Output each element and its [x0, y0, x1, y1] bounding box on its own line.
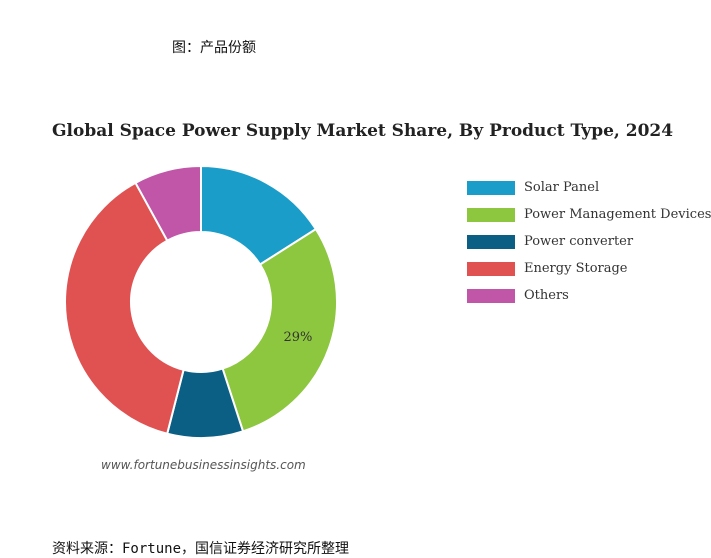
figure-caption: 图：产品份额	[172, 40, 256, 56]
legend-swatch-solar-panel	[467, 180, 515, 195]
chart-legend: Solar Panel Power Management Devices Pow…	[467, 174, 711, 309]
legend-item-solar-panel: Solar Panel	[467, 174, 711, 201]
legend-label-power-management-devices: Power Management Devices	[524, 207, 711, 222]
legend-label-solar-panel: Solar Panel	[524, 180, 600, 195]
data-label-power-management-devices: 29%	[283, 330, 312, 345]
watermark: www.fortunebusinessinsights.com	[101, 458, 306, 472]
legend-item-power-converter: Power converter	[467, 228, 711, 255]
legend-label-power-converter: Power converter	[524, 234, 634, 249]
source-note: 资料来源：Fortune，国信证券经济研究所整理	[52, 541, 349, 557]
legend-swatch-energy-storage	[467, 261, 515, 276]
donut-slice-power-management-devices	[221, 227, 338, 433]
legend-label-others: Others	[524, 288, 569, 303]
legend-item-energy-storage: Energy Storage	[467, 255, 711, 282]
legend-item-power-management-devices: Power Management Devices	[467, 201, 711, 228]
donut-slice-others	[134, 164, 202, 243]
legend-item-others: Others	[467, 282, 711, 309]
legend-swatch-others	[467, 288, 515, 303]
chart-title: Global Space Power Supply Market Share, …	[52, 121, 674, 141]
legend-label-energy-storage: Energy Storage	[524, 261, 628, 276]
legend-swatch-power-converter	[467, 234, 515, 249]
donut-slice-energy-storage	[64, 181, 185, 435]
legend-swatch-power-management-devices	[467, 207, 515, 222]
